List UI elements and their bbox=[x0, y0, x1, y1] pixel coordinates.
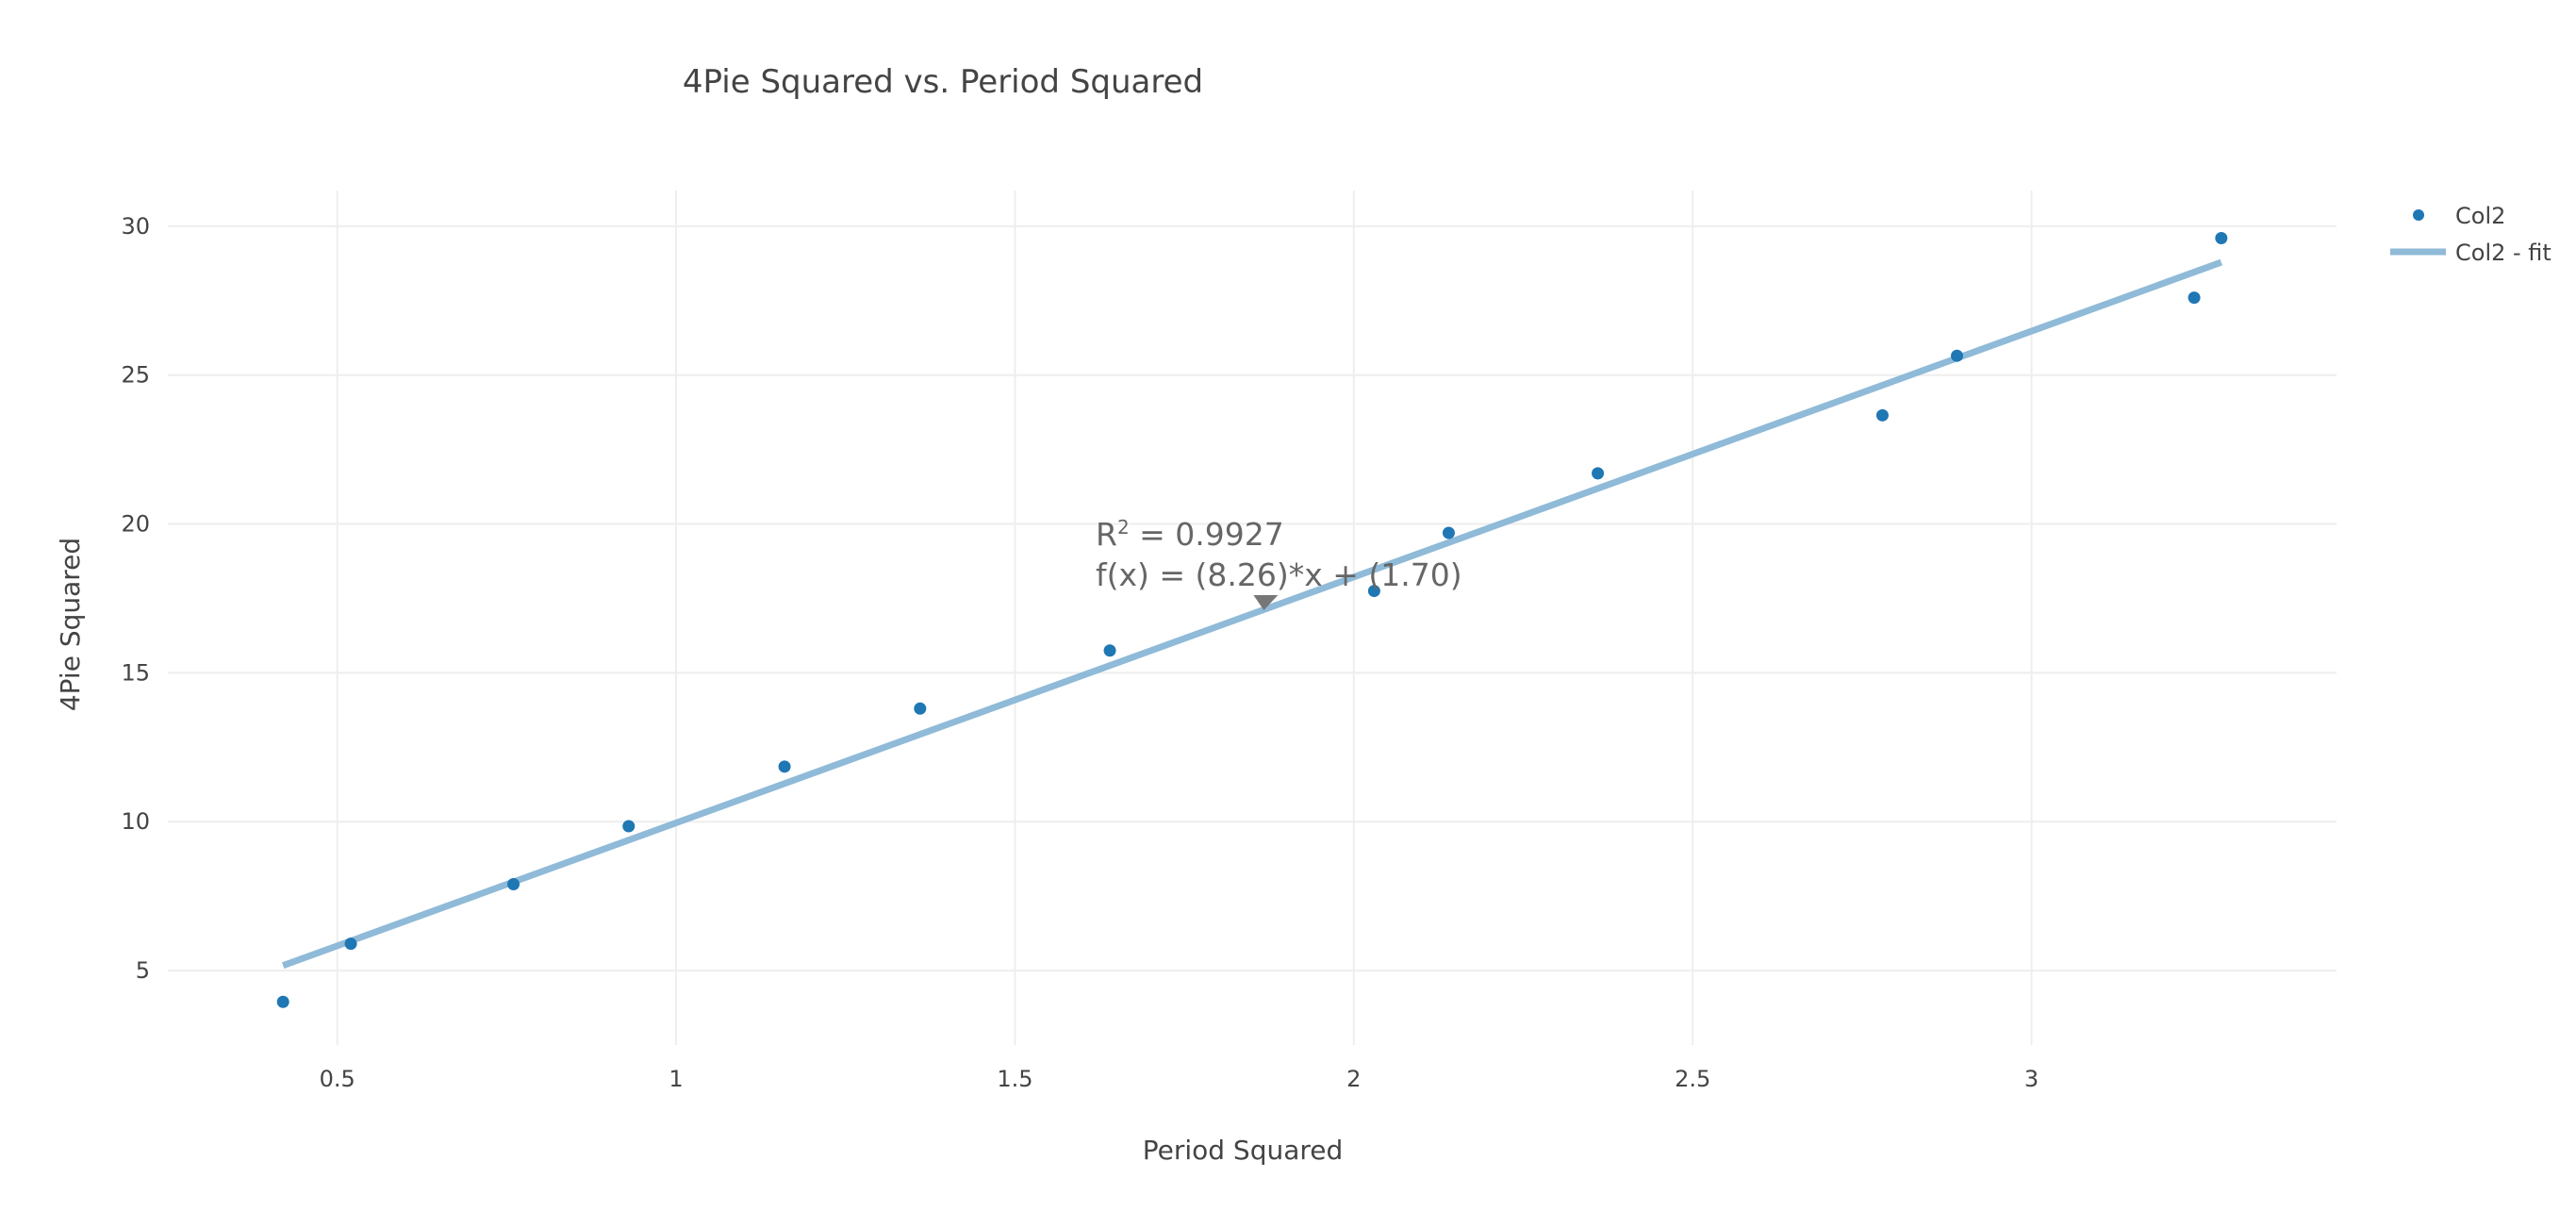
chart-title: 4Pie Squared vs. Period Squared bbox=[683, 63, 1203, 101]
data-point bbox=[914, 702, 927, 715]
data-point-layer bbox=[276, 232, 2228, 1008]
data-point bbox=[1103, 644, 1116, 657]
x-tick-label: 2 bbox=[1346, 1066, 1361, 1092]
x-tick-label: 2.5 bbox=[1675, 1066, 1710, 1092]
r2-value: = 0.9927 bbox=[1130, 516, 1284, 553]
data-point bbox=[507, 878, 520, 891]
y-tick-label: 15 bbox=[121, 659, 150, 686]
legend-label-col2-fit: Col2 - fit bbox=[2455, 240, 2551, 266]
data-point bbox=[1875, 408, 1889, 422]
data-point bbox=[1442, 526, 1455, 539]
x-tick-label: 1 bbox=[669, 1066, 683, 1092]
tick-label-layer: 0.5 1 1.5 2 2.5 3 5 10 15 20 25 30 bbox=[121, 213, 2039, 1092]
data-point bbox=[276, 995, 289, 1008]
fit-line bbox=[281, 258, 2223, 970]
legend: Col2 Col2 - fit bbox=[2390, 203, 2551, 266]
r2-superscript: 2 bbox=[1117, 516, 1130, 539]
data-point bbox=[2188, 291, 2201, 305]
x-tick-label: 3 bbox=[2024, 1066, 2039, 1092]
data-point bbox=[2215, 232, 2228, 245]
y-tick-label: 20 bbox=[121, 511, 150, 538]
data-point bbox=[1592, 467, 1605, 480]
annotation-arrow bbox=[1253, 594, 1279, 610]
y-tick-label: 10 bbox=[121, 808, 150, 835]
x-tick-label: 0.5 bbox=[320, 1066, 355, 1092]
y-tick-label: 25 bbox=[121, 362, 150, 389]
fit-line-layer bbox=[281, 258, 2223, 970]
data-point bbox=[622, 820, 636, 833]
data-point bbox=[1951, 349, 1963, 362]
data-point bbox=[778, 760, 791, 773]
fit-annotation: R2 = 0.9927 f(x) = (8.26)*x + (1.70) bbox=[1096, 516, 1462, 610]
y-tick-label: 5 bbox=[136, 957, 150, 984]
data-point bbox=[344, 937, 357, 951]
legend-label-col2: Col2 bbox=[2455, 203, 2505, 229]
y-axis-title: 4Pie Squared bbox=[55, 538, 86, 711]
grid-layer bbox=[168, 191, 2337, 1045]
x-axis-title: Period Squared bbox=[1143, 1135, 1344, 1166]
data-point bbox=[1367, 585, 1380, 598]
legend-marker-col2 bbox=[2413, 209, 2424, 221]
r2-label: R bbox=[1096, 516, 1117, 553]
y-tick-label: 30 bbox=[121, 213, 150, 240]
x-tick-label: 1.5 bbox=[997, 1066, 1032, 1092]
svg-text:R2 = 0.9927: R2 = 0.9927 bbox=[1096, 516, 1284, 553]
fit-equation: f(x) = (8.26)*x + (1.70) bbox=[1096, 556, 1462, 593]
